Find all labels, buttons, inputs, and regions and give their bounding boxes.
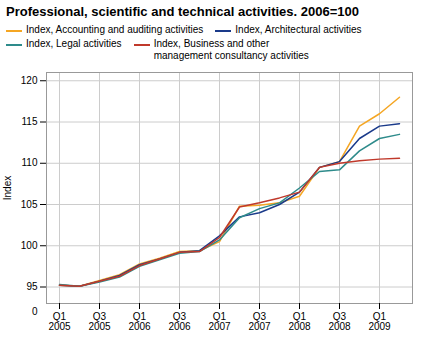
svg-text:Index: Index [2,175,13,199]
svg-text:Q32007: Q32007 [248,310,271,331]
svg-text:95: 95 [26,281,38,292]
svg-text:100: 100 [21,240,38,251]
svg-text:115: 115 [22,116,38,127]
html-text:Index, Business and other mana: Index, Business and other management con… [153,37,309,61]
svg-text:Q32005: Q32005 [88,310,111,331]
svg-text:Q12008: Q12008 [288,310,311,331]
html-text:Index, Legal activities: Index, Legal activities [26,37,122,49]
svg-text:120: 120 [21,75,38,86]
svg-text:105: 105 [21,198,38,209]
svg-text:Q12009: Q12009 [368,310,391,331]
svg-text:Q32006: Q32006 [168,310,191,331]
html-text:Professional, scientific and t: Professional, scientific and technical a… [6,4,359,19]
svg-text:Q32008: Q32008 [328,310,351,331]
svg-text:0: 0 [32,305,38,316]
html-text:Index, Architectural activitie: Index, Architectural activities [235,23,362,35]
svg-text:Q12006: Q12006 [128,310,151,331]
svg-text:Q12007: Q12007 [208,310,231,331]
html-text:Index, Accounting and auditing: Index, Accounting and auditing activitie… [26,23,204,35]
svg-text:110: 110 [22,157,38,168]
svg-text:Q12005: Q12005 [48,310,71,331]
